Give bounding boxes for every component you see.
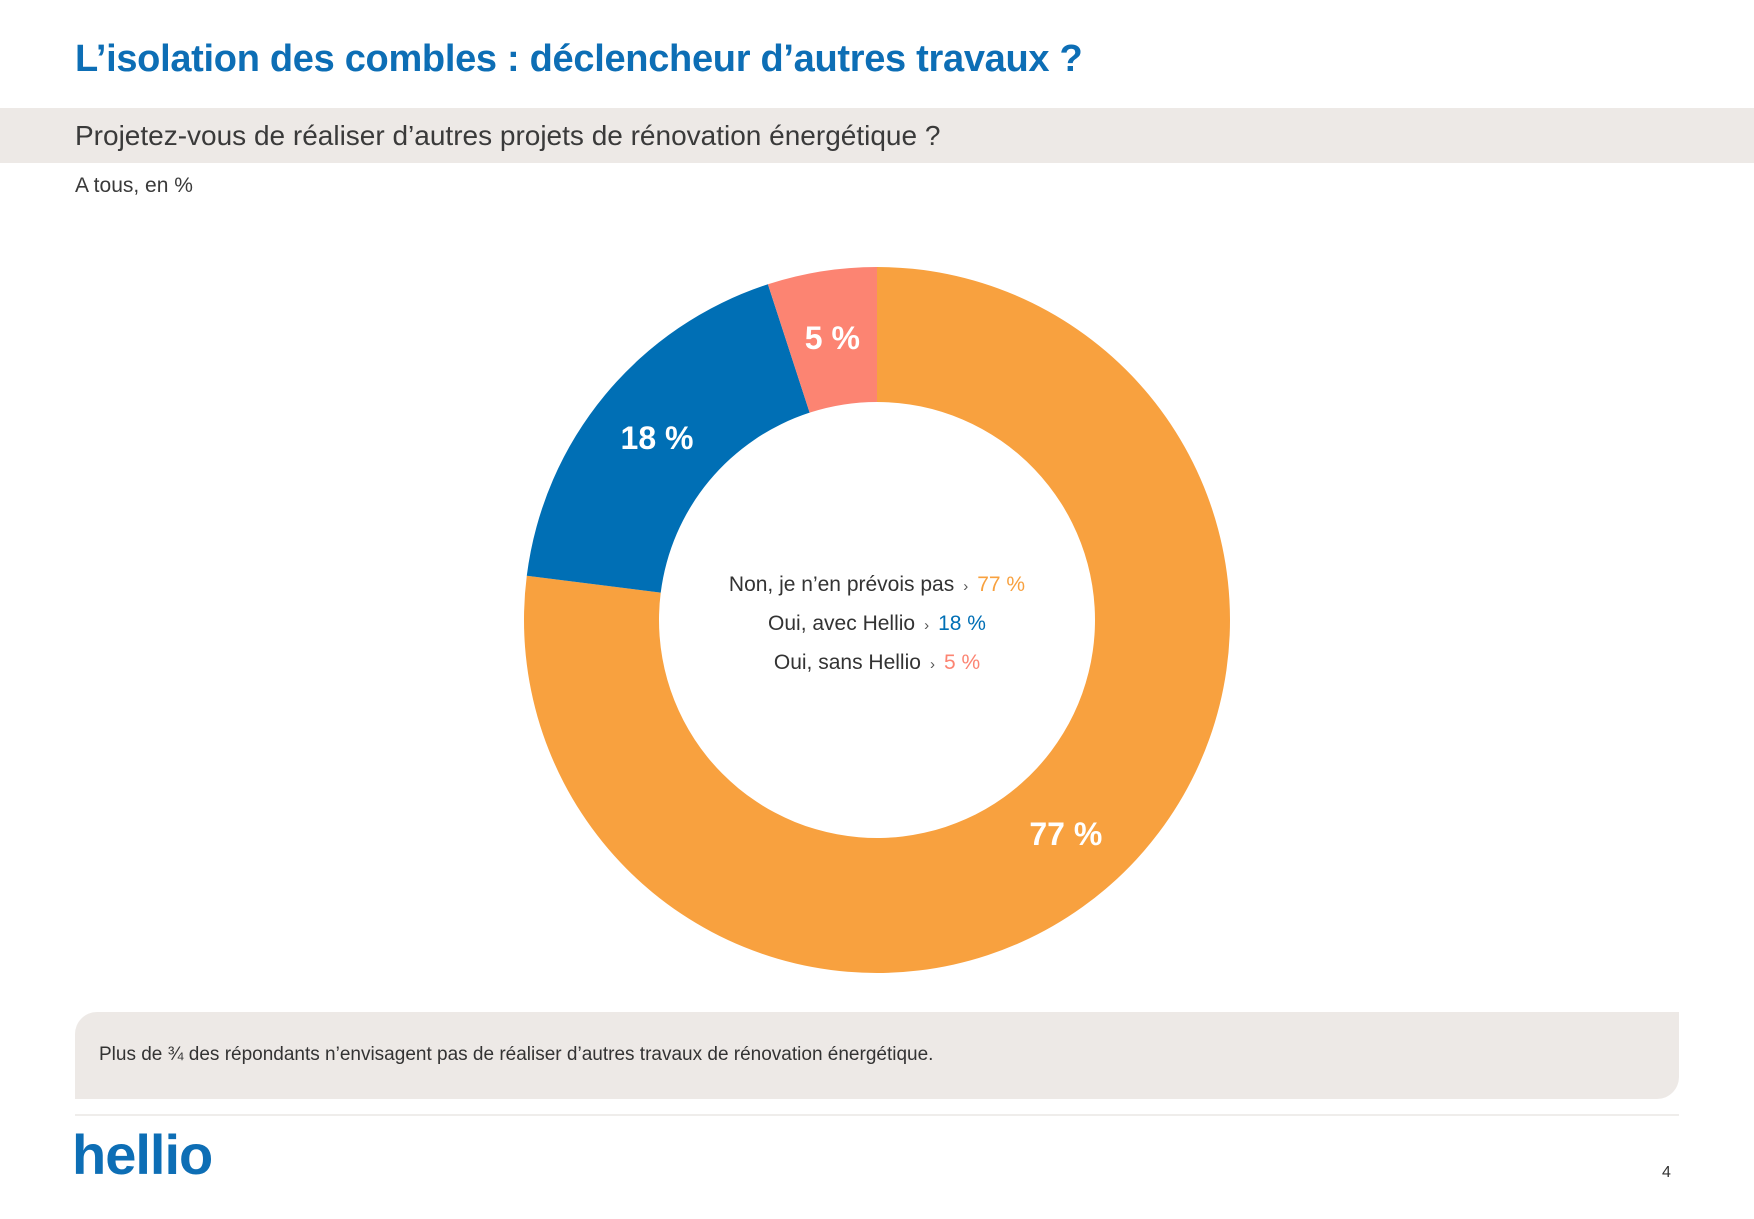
legend-name: Oui, sans Hellio xyxy=(773,651,921,674)
label-layer: 77 % 18 % 5 % xyxy=(621,320,1103,852)
base-note: A tous, en % xyxy=(75,174,193,197)
takeaway-box: Plus de ¾ des répondants n’envisagent pa… xyxy=(75,1012,1679,1099)
legend-item-oui-avec: Oui, avec Hellio › 18 % xyxy=(500,604,1254,643)
slide-title: L’isolation des combles : déclencheur d’… xyxy=(75,38,1083,80)
slice-layer xyxy=(523,267,1230,973)
question-band: Projetez-vous de réaliser d’autres proje… xyxy=(0,108,1754,163)
page-number: 4 xyxy=(1662,1164,1671,1181)
legend-name: Oui, avec Hellio xyxy=(768,612,916,635)
slice-oui-sans xyxy=(767,267,877,413)
slice-label-non: 77 % xyxy=(1029,816,1102,852)
legend-item-oui-sans: Oui, sans Hellio › 5 % xyxy=(500,643,1254,682)
footer-divider xyxy=(75,1114,1679,1116)
legend-value: 77 % xyxy=(977,573,1026,596)
slice-non xyxy=(523,267,1230,973)
hellio-logo: hellio xyxy=(72,1123,213,1186)
donut-svg: 77 % 18 % 5 % xyxy=(523,267,1230,973)
slice-oui-avec xyxy=(526,284,810,593)
legend-item-non: Non, je n’en prévois pas › 77 % xyxy=(500,565,1254,604)
chevron-right-icon: › xyxy=(929,656,935,673)
legend-value: 18 % xyxy=(938,612,986,635)
legend-name: Non, je n’en prévois pas xyxy=(728,573,955,596)
slice-label-oui-sans: 5 % xyxy=(805,320,860,356)
legend-value: 5 % xyxy=(943,651,981,674)
slice-label-oui-avec: 18 % xyxy=(621,420,694,456)
donut-chart: 77 % 18 % 5 % Non, je n’en prévois pas › 77 … xyxy=(500,250,1254,990)
survey-question: Projetez-vous de réaliser d’autres proje… xyxy=(75,120,941,151)
chevron-right-icon: › xyxy=(963,578,969,595)
takeaway-text: Plus de ¾ des répondants n’envisagent pa… xyxy=(99,1044,934,1065)
center-legend: Non, je n’en prévois pas › 77 % Oui, avec … xyxy=(500,565,1254,682)
chevron-right-icon: › xyxy=(924,617,930,634)
